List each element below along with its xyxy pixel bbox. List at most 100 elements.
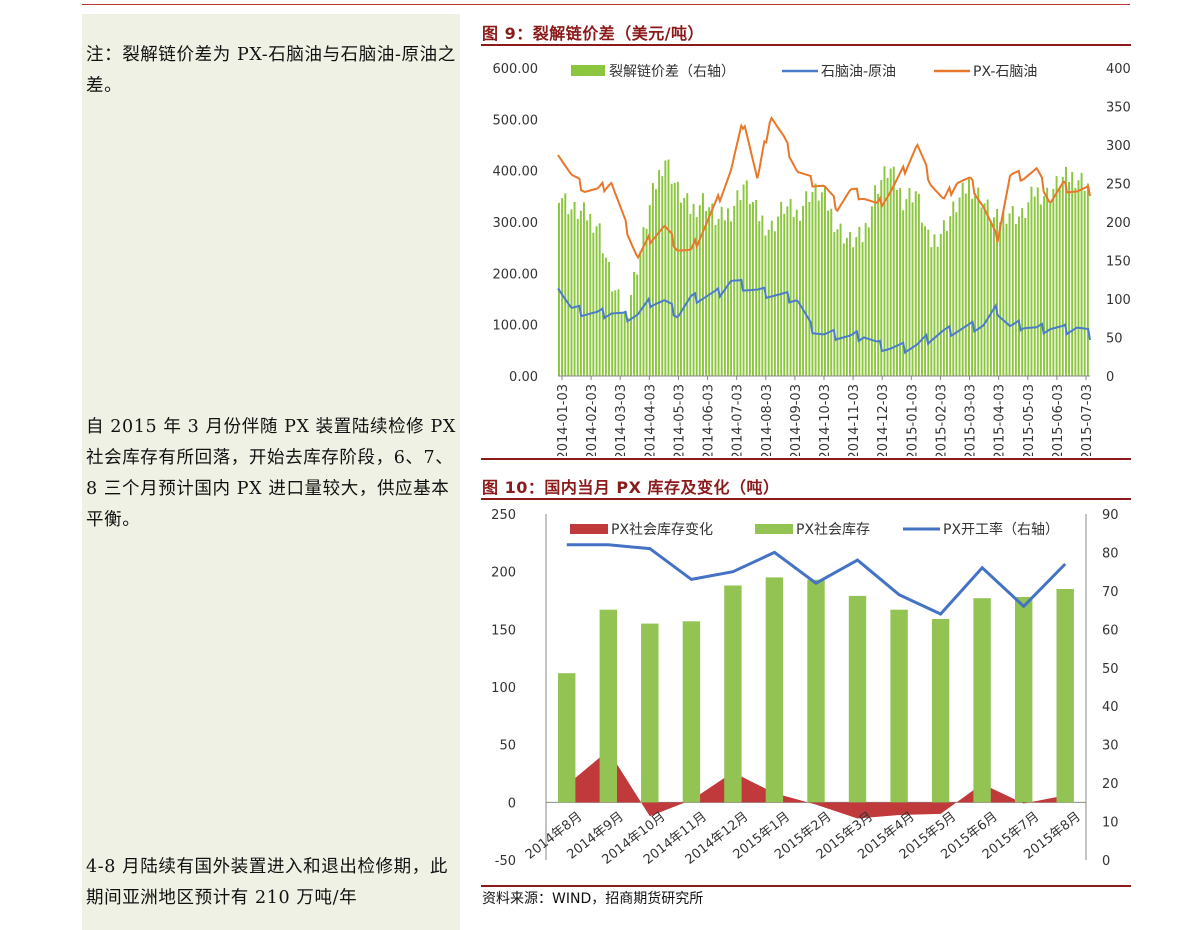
crack-spread-bar <box>814 183 817 376</box>
crack-spread-bar <box>695 217 698 376</box>
figure10-bottom-rule <box>481 885 1131 887</box>
crack-spread-bar <box>617 289 620 376</box>
crack-spread-bar <box>983 203 986 376</box>
crack-spread-bar <box>1074 187 1077 376</box>
inventory-bar <box>973 598 991 803</box>
crack-spread-bar <box>974 193 977 376</box>
crack-spread-bar <box>777 216 780 376</box>
y-left-tick: 600.00 <box>493 62 539 77</box>
crack-spread-bar <box>961 182 964 376</box>
legend-label-crack-spread: 裂解链价差（右轴） <box>609 64 735 80</box>
crack-spread-bar <box>720 206 723 376</box>
page-top-rule <box>82 4 1130 5</box>
crack-spread-bar <box>789 199 792 376</box>
y-right-tick: 150 <box>1106 255 1131 270</box>
y-right-tick: 80 <box>1102 546 1119 561</box>
x-tick-label: 2014-03-03 <box>614 384 629 456</box>
crack-spread-bar <box>1080 172 1083 376</box>
legend-swatch-inventory <box>755 524 793 534</box>
crack-spread-bar <box>623 312 626 376</box>
crack-spread-bar <box>579 210 582 376</box>
crack-spread-bar <box>1033 196 1036 376</box>
crack-spread-bar <box>911 202 914 376</box>
inventory-bar <box>558 673 576 803</box>
y-right-tick: 90 <box>1102 508 1119 523</box>
x-tick-label: 2014-09-03 <box>789 384 804 456</box>
crack-spread-bar <box>1055 176 1058 376</box>
inventory-bar <box>1015 597 1033 803</box>
figure10-top-rule <box>481 498 1131 500</box>
y-right-tick: 250 <box>1106 178 1131 193</box>
crack-spread-bar <box>933 234 936 376</box>
crack-spread-bar <box>836 229 839 376</box>
legend-label-px-naphtha: PX-石脑油 <box>973 64 1037 80</box>
crack-spread-bar <box>917 193 920 376</box>
crack-spread-bar <box>886 177 889 376</box>
y-left-tick: 100 <box>491 681 516 696</box>
crack-spread-bar <box>692 203 695 376</box>
crack-spread-bar <box>570 209 573 376</box>
crack-spread-bar <box>939 233 942 376</box>
figure9-top-rule <box>481 44 1131 46</box>
crack-spread-bar <box>733 205 736 376</box>
crack-spread-bar <box>658 170 661 376</box>
crack-spread-bar <box>786 206 789 376</box>
crack-spread-bar <box>833 232 836 376</box>
crack-spread-bar <box>702 193 704 376</box>
inventory-bar <box>724 585 742 803</box>
crack-spread-bar <box>1014 224 1017 376</box>
crack-spread-bar <box>999 222 1002 376</box>
y-right-tick: 50 <box>1102 662 1119 677</box>
crack-spread-bar <box>930 247 933 376</box>
crack-spread-bar <box>817 200 820 376</box>
crack-spread-bar <box>583 202 585 376</box>
crack-spread-bar <box>642 227 645 376</box>
crack-spread-bar <box>921 222 923 376</box>
crack-spread-bar <box>667 159 670 376</box>
crack-spread-bar <box>730 221 733 376</box>
figure9-title: 图 9：裂解链价差（美元/吨） <box>482 24 705 43</box>
y-left-tick: 250 <box>491 508 516 523</box>
crack-spread-bar <box>598 223 601 376</box>
y-left-tick: 0 <box>508 796 516 811</box>
y-left-tick: -50 <box>495 854 516 869</box>
crack-spread-bar <box>1077 180 1080 376</box>
crack-spread-bar <box>736 190 739 376</box>
crack-spread-bar <box>680 202 682 376</box>
crack-spread-bar <box>773 231 776 376</box>
crack-spread-bar <box>855 237 858 376</box>
source-text: 资料来源：WIND，招商期货研究所 <box>482 891 704 907</box>
inventory-bar <box>682 621 701 803</box>
crack-spread-bar <box>595 226 598 376</box>
crack-spread-bar <box>711 203 714 376</box>
crack-spread-bar <box>971 198 974 376</box>
y-right-tick: 20 <box>1102 777 1119 792</box>
x-tick-label: 2015-03-03 <box>964 384 979 456</box>
crack-spread-bar <box>561 198 564 376</box>
legend-label-utilization: PX开工率（右轴） <box>943 521 1059 538</box>
y-left-tick: 200 <box>491 566 516 581</box>
y-right-tick: 70 <box>1102 585 1119 600</box>
legend-label-naphtha-crude: 石脑油-原油 <box>821 64 896 80</box>
y-left-tick: 100.00 <box>493 319 539 334</box>
crack-spread-bar <box>648 205 651 376</box>
x-tick-label: 2014-04-03 <box>643 384 658 456</box>
inventory-bar <box>848 595 867 803</box>
crack-spread-bar <box>811 191 814 376</box>
crack-spread-bar <box>1086 183 1089 376</box>
crack-spread-bar <box>586 220 589 376</box>
crack-spread-bar <box>670 183 673 376</box>
crack-spread-bar <box>589 213 592 376</box>
crack-spread-bar <box>1043 196 1046 376</box>
crack-spread-bar <box>924 226 927 376</box>
crack-spread-bar <box>1068 182 1071 376</box>
crack-spread-bar <box>845 237 848 376</box>
utilization-line <box>566 543 1067 616</box>
crack-spread-bar <box>993 217 995 376</box>
y-right-tick: 350 <box>1106 101 1131 116</box>
crack-spread-bar <box>839 223 842 376</box>
crack-spread-bar <box>1018 216 1020 376</box>
crack-spread-bar <box>683 197 686 376</box>
crack-spread-bar <box>689 213 692 376</box>
figure10-title: 图 10：国内当月 PX 库存及变化（吨） <box>482 478 780 497</box>
